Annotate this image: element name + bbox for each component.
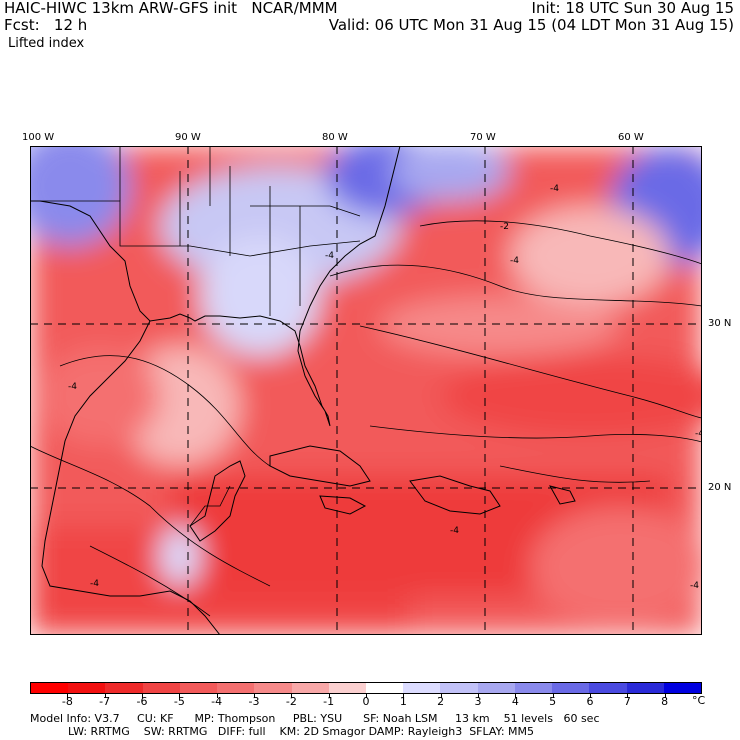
colorbar-swatch [254, 683, 292, 693]
colorbar-label: -5 [173, 695, 185, 708]
colorbar-tick [216, 694, 218, 698]
lon-label-60w: 60 W [618, 132, 644, 143]
valid-time: Valid: 06 UTC Mon 31 Aug 15 (04 LDT Mon … [328, 16, 734, 34]
model-info-line2: LW: RRTMG SW: RRTMG DIFF: full KM: 2D Sm… [68, 725, 534, 738]
init-time: Init: 18 UTC Sun 30 Aug 15 [531, 0, 734, 17]
colorbar-label: -8 [61, 695, 73, 708]
colorbar-label: 2 [437, 695, 445, 708]
colorbar-swatch [589, 683, 627, 693]
contour-label: -4 [90, 579, 99, 589]
colorbar-swatch [328, 683, 366, 693]
colorbar-tick [291, 694, 293, 698]
colorbar-unit: °C [692, 694, 706, 707]
colorbar-label: 3 [474, 695, 482, 708]
colorbar-tick [67, 694, 69, 698]
lat-label-20n: 20 N [708, 482, 732, 493]
colorbar-label: 8 [661, 695, 669, 708]
colorbar-swatch [663, 683, 701, 693]
colorbar-label: 1 [399, 695, 407, 708]
colorbar-swatch [291, 683, 329, 693]
contour-label: -4 [695, 429, 702, 439]
colorbar-label: -2 [285, 695, 297, 708]
colorbar-label: 5 [549, 695, 557, 708]
colorbar-tick [179, 694, 181, 698]
colorbar-tick [104, 694, 106, 698]
colorbar-tick [440, 694, 442, 698]
field-name: Lifted index [8, 36, 85, 51]
colorbar-tick [627, 694, 629, 698]
colorbar-tick [328, 694, 330, 698]
colorbar-swatch [68, 683, 106, 693]
contour-label: -4 [450, 526, 459, 536]
colorbar-label: -7 [99, 695, 111, 708]
colorbar-swatch [217, 683, 255, 693]
coastlines [30, 146, 576, 635]
colorbar-label: 6 [586, 695, 594, 708]
colorbar-swatch [477, 683, 515, 693]
colorbar-swatch [142, 683, 180, 693]
contour-label: -4 [690, 581, 699, 591]
colorbar-swatch [403, 683, 441, 693]
colorbar-swatch [105, 683, 143, 693]
colorbar-label: 7 [623, 695, 631, 708]
lifted-index-map: -4 -4 -4 -4 -4 -2 -4 -4 -4 [30, 146, 702, 635]
lon-label-100w: 100 W [22, 132, 55, 143]
colorbar-tick [515, 694, 517, 698]
forecast-hour: Fcst: 12 h [4, 16, 88, 34]
lon-label-90w: 90 W [175, 132, 201, 143]
colorbar-label: 4 [511, 695, 519, 708]
colorbar-swatch [365, 683, 404, 693]
contour-lines [30, 220, 702, 617]
colorbar-label: -3 [248, 695, 260, 708]
colorbar-swatch [626, 683, 664, 693]
field-shading [30, 146, 702, 635]
colorbar-tick [254, 694, 255, 698]
lat-lon-grid [30, 146, 702, 635]
lon-label-70w: 70 W [470, 132, 496, 143]
contour-label: -4 [550, 184, 559, 194]
map-frame [30, 146, 702, 635]
colorbar-tick [142, 694, 143, 698]
contour-value-labels: -4 -4 -4 -4 -4 -2 -4 -4 -4 [68, 184, 702, 591]
lat-label-30n: 30 N [708, 318, 732, 329]
contour-label: -4 [325, 251, 334, 261]
colorbar-tick [366, 694, 367, 698]
colorbar-swatch [440, 683, 478, 693]
colorbar-tick [664, 694, 666, 698]
colorbar-swatch [514, 683, 553, 693]
lon-label-80w: 80 W [322, 132, 348, 143]
colorbar-swatch [31, 683, 69, 693]
contour-label: -4 [510, 256, 519, 266]
colorbar-swatch [179, 683, 218, 693]
colorbar-label: -1 [323, 695, 335, 708]
political-boundaries [40, 146, 361, 527]
contour-label: -2 [500, 222, 509, 232]
colorbar-swatch [552, 683, 590, 693]
colorbar-tick [478, 694, 479, 698]
colorbar-tick [403, 694, 405, 698]
colorbar-label: -4 [211, 695, 223, 708]
model-info-line1: Model Info: V3.7 CU: KF MP: Thompson PBL… [30, 712, 600, 725]
colorbar [30, 682, 702, 694]
colorbar-tick [552, 694, 554, 698]
contour-label: -4 [68, 382, 77, 392]
colorbar-label: 0 [362, 695, 370, 708]
colorbar-tick [590, 694, 591, 698]
colorbar-label: -6 [136, 695, 148, 708]
model-title: HAIC-HIWC 13km ARW-GFS init NCAR/MMM [4, 0, 338, 17]
